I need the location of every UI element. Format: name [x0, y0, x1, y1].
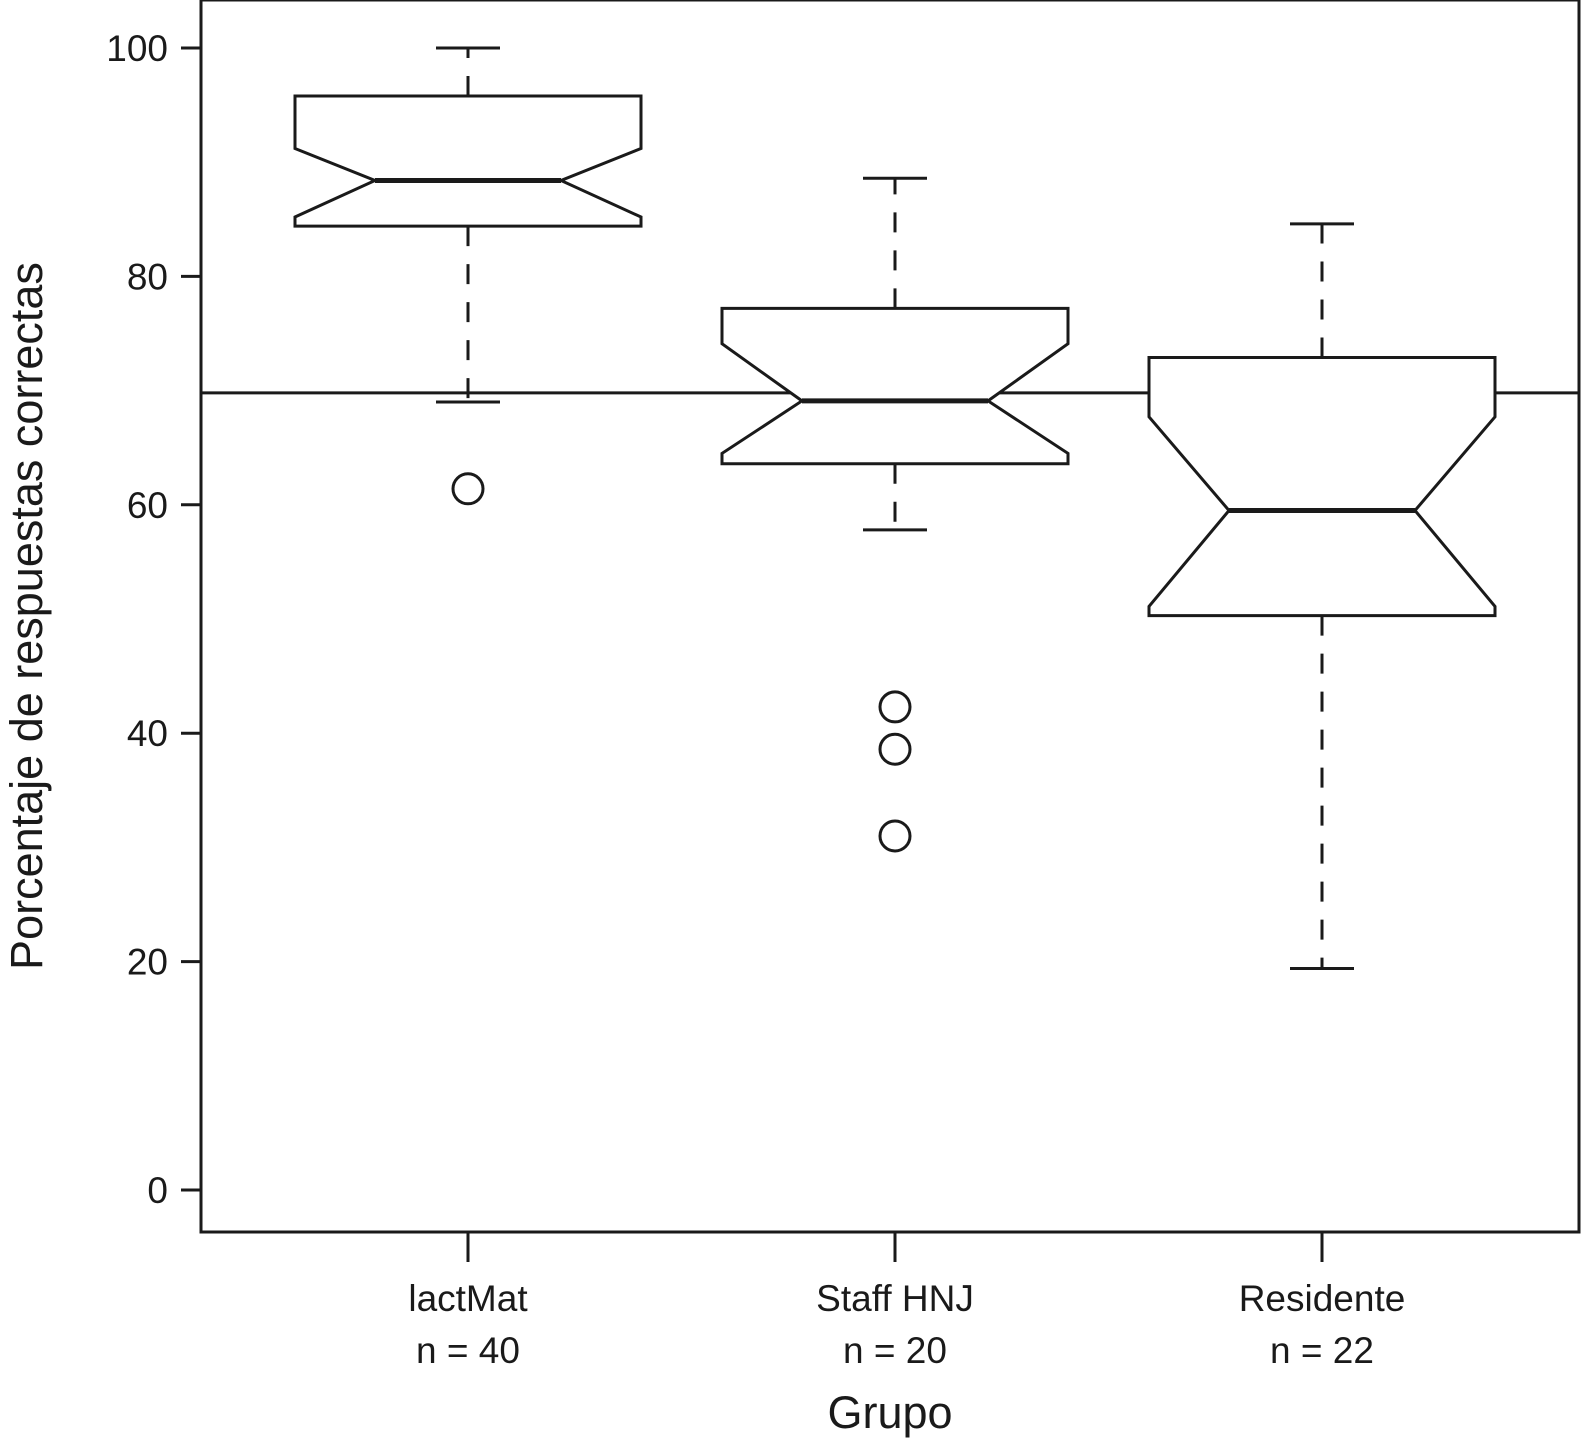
- y-tick-label: 20: [127, 942, 168, 983]
- y-axis: 0 20 40 60 80 100: [106, 28, 201, 1211]
- y-tick-label: 40: [127, 713, 168, 754]
- y-tick-label: 60: [127, 485, 168, 526]
- x-tick-label: lactMat: [408, 1278, 528, 1319]
- box-1: [293, 46, 643, 506]
- outlier-point: [451, 472, 485, 506]
- plot-marks: [201, 46, 1579, 970]
- x-tick-label: Residente: [1239, 1278, 1406, 1319]
- x-tick-count-label: n = 40: [416, 1330, 520, 1371]
- x-axis: lactMat n = 40 Staff HNJ n = 20 Residente n =…: [408, 1232, 1405, 1371]
- y-axis-title: Porcentaje de respuestas correctas: [1, 262, 52, 970]
- x-tick-count-label: n = 20: [843, 1330, 947, 1371]
- x-tick-label: Staff HNJ: [816, 1278, 974, 1319]
- outlier-point: [878, 732, 912, 766]
- y-tick-label: 0: [147, 1170, 168, 1211]
- outlier-point: [878, 690, 912, 724]
- outlier-point: [878, 819, 912, 853]
- box-3: [1147, 222, 1497, 970]
- y-tick-label: 80: [127, 256, 168, 297]
- box-2: [720, 176, 1070, 853]
- x-axis-title: Grupo: [827, 1387, 952, 1438]
- plot-frame: [199, 0, 1581, 1234]
- notched-box: [1147, 355, 1497, 618]
- notched-box: [720, 306, 1070, 466]
- x-tick-count-label: n = 22: [1270, 1330, 1374, 1371]
- notched-box: [293, 94, 643, 228]
- y-tick-label: 100: [106, 28, 168, 69]
